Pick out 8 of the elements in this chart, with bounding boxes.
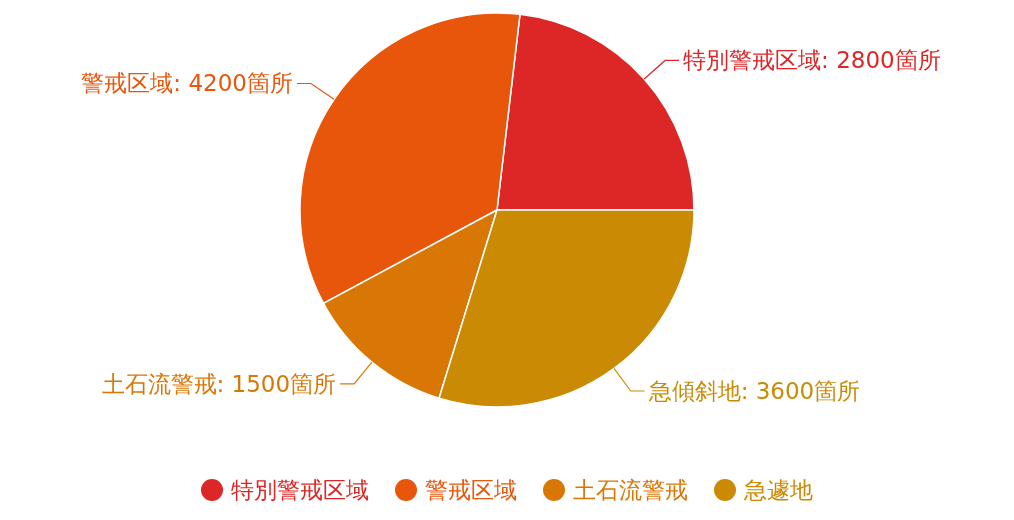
legend-label: 土石流警戒 [573, 477, 688, 503]
legend-label: 特別警戒区域 [231, 477, 369, 503]
data-label: 土石流警戒: 1500箇所 [101, 370, 337, 397]
legend-label: 警戒区域 [425, 477, 517, 503]
data-label: 急傾斜地: 3600箇所 [647, 377, 861, 404]
legend-label: 急遽地 [743, 477, 813, 503]
data-label: 警戒区域: 4200箇所 [81, 70, 293, 97]
data-label: 特別警戒区域: 2800箇所 [683, 47, 941, 74]
